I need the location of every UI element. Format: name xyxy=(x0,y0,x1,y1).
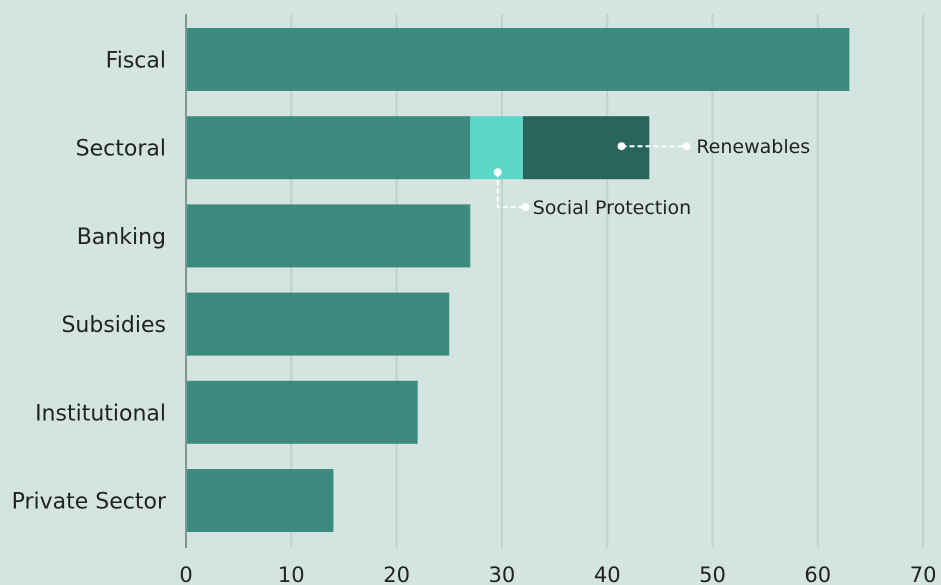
bar-banking xyxy=(186,204,471,268)
bar-subsidies xyxy=(186,292,450,356)
bar-institutional xyxy=(186,380,418,444)
bar-sectoral-renewables xyxy=(522,116,650,180)
category-label-subsidies: Subsidies xyxy=(61,313,166,338)
x-tick-label-0: 0 xyxy=(179,563,192,585)
annotation-social-protection-start-dot xyxy=(493,168,502,177)
annotation-social-protection-leader xyxy=(496,172,526,209)
category-label-private-sector: Private Sector xyxy=(12,490,167,515)
bars xyxy=(186,28,850,532)
bar-private-sector xyxy=(186,469,334,532)
x-tick-label-50: 50 xyxy=(699,563,726,585)
bar-fiscal xyxy=(186,28,850,91)
annotation-renewables-start-dot xyxy=(617,142,626,151)
x-tick-label-70: 70 xyxy=(910,563,937,585)
category-label-banking: Banking xyxy=(77,225,166,250)
x-tick-label-20: 20 xyxy=(383,563,410,585)
gridlines xyxy=(290,14,925,548)
annotation-renewables-end-dot xyxy=(682,142,691,151)
x-axis: 0 10 20 30 40 50 60 70 xyxy=(179,14,936,585)
annotation-social-protection-label: Social Protection xyxy=(533,197,692,219)
bar-sectoral xyxy=(186,116,471,180)
category-label-institutional: Institutional xyxy=(35,401,166,426)
annotation-renewables-label: Renewables xyxy=(696,136,810,158)
category-label-sectoral: Sectoral xyxy=(76,137,166,162)
x-tick-label-60: 60 xyxy=(804,563,831,585)
x-tick-label-30: 30 xyxy=(489,563,516,585)
annotation-social-protection-end-dot xyxy=(521,203,530,212)
annotations: Renewables Social Protection xyxy=(493,136,810,219)
x-tick-label-40: 40 xyxy=(594,563,621,585)
category-label-fiscal: Fiscal xyxy=(106,49,166,74)
category-labels: Fiscal Sectoral Banking Subsidies Institutio… xyxy=(12,49,167,515)
x-tick-label-10: 10 xyxy=(278,563,305,585)
